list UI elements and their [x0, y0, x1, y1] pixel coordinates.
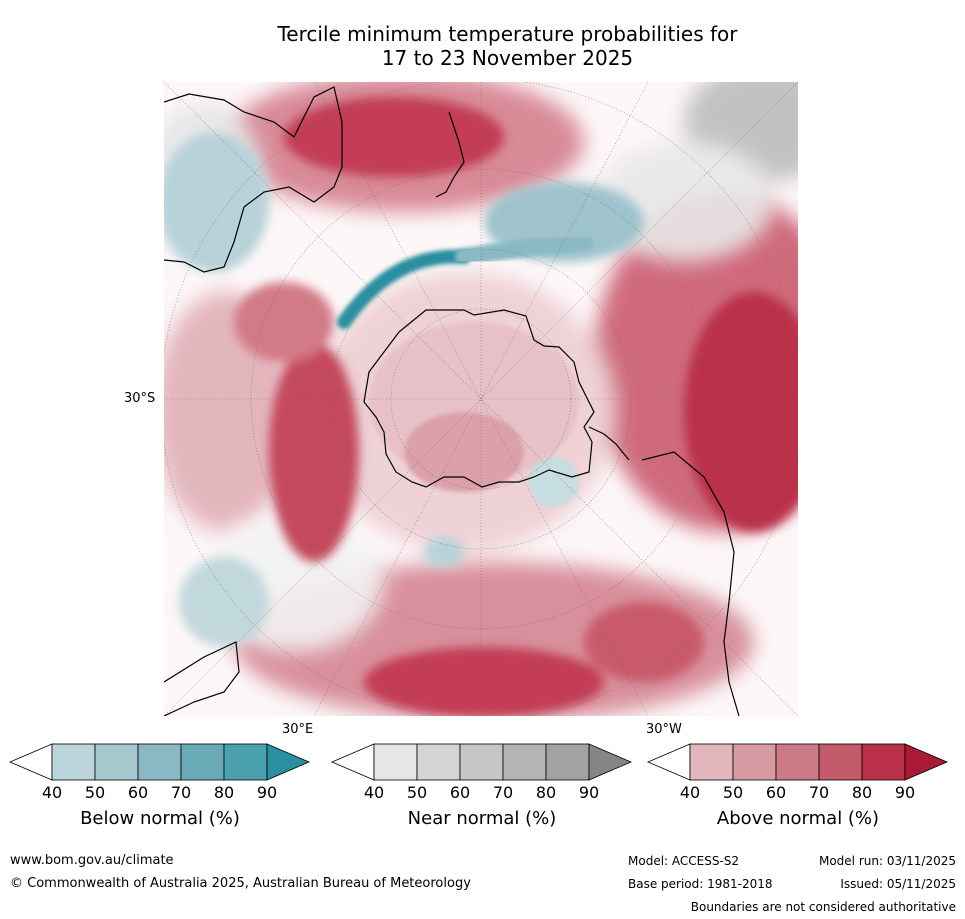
- near-bin-70-80: [502, 743, 547, 781]
- title-line-1: Tercile minimum temperature probabilitie…: [277, 22, 738, 46]
- above-tick: 50: [722, 783, 744, 802]
- title-line-2: 17 to 23 November 2025: [381, 46, 634, 70]
- below-extend-high: [266, 743, 311, 781]
- above-bin-60-70: [775, 743, 820, 781]
- above-tick: 60: [765, 783, 787, 802]
- above-tick: 90: [894, 783, 916, 802]
- antarctic-peninsula: [588, 426, 630, 461]
- copyright-text: © Commonwealth of Australia 2025, Austra…: [10, 876, 471, 891]
- issued-date: Issued: 05/11/2025: [840, 877, 956, 891]
- above-tick: 80: [851, 783, 873, 802]
- below-tick: 60: [127, 783, 149, 802]
- colorbar-below-normal: [8, 743, 311, 781]
- above-extend-high: [904, 743, 949, 781]
- near-tick: 60: [449, 783, 471, 802]
- above-bin-70-80: [818, 743, 863, 781]
- above-bin-50-60: [732, 743, 777, 781]
- above-tick: 40: [679, 783, 701, 802]
- above-normal-title: Above normal (%): [716, 808, 880, 829]
- near-extend-low: [330, 743, 375, 781]
- south-america-coast: [641, 451, 740, 716]
- below-bin-70-80: [180, 743, 225, 781]
- coastlines: [164, 86, 740, 716]
- below-bin-60-70: [137, 743, 182, 781]
- longitude-label-east: 30°E: [282, 722, 314, 737]
- above-tick: 70: [808, 783, 830, 802]
- below-tick: 70: [170, 783, 192, 802]
- below-tick: 90: [256, 783, 278, 802]
- near-tick: 80: [535, 783, 557, 802]
- below-tick: 80: [213, 783, 235, 802]
- model-run-date: Model run: 03/11/2025: [818, 854, 956, 868]
- near-bin-40-50: [373, 743, 418, 781]
- below-tick: 50: [84, 783, 106, 802]
- below-bin-40-50: [51, 743, 96, 781]
- above-extend-low: [646, 743, 691, 781]
- map-canvas: [164, 82, 798, 716]
- below-bin-80-90: [223, 743, 268, 781]
- near-bin-60-70: [459, 743, 504, 781]
- near-extend-high: [588, 743, 633, 781]
- above-bin-80-90: [861, 743, 906, 781]
- near-tick: 50: [406, 783, 428, 802]
- colorbar-above-normal: [646, 743, 949, 781]
- colorbar-near-normal: [330, 743, 633, 781]
- near-bin-50-60: [416, 743, 461, 781]
- near-normal-title: Near normal (%): [407, 808, 557, 829]
- colorbar-below-svg: [8, 743, 311, 781]
- website-link[interactable]: www.bom.gov.au/climate: [10, 853, 174, 868]
- antarctica-coast: [363, 309, 595, 488]
- below-tick: 40: [41, 783, 63, 802]
- near-tick: 40: [363, 783, 385, 802]
- disclaimer-text: Boundaries are not considered authoritat…: [690, 900, 956, 914]
- colorbar-above-svg: [646, 743, 949, 781]
- chart-title: Tercile minimum temperature probabilitie…: [210, 22, 805, 70]
- below-bin-50-60: [94, 743, 139, 781]
- probability-map: [164, 82, 798, 716]
- colorbar-near-svg: [330, 743, 633, 781]
- graticule: [164, 82, 798, 716]
- new-zealand-coast: [435, 111, 465, 198]
- base-period: Base period: 1981-2018: [628, 877, 773, 891]
- model-name: Model: ACCESS-S2: [628, 854, 740, 868]
- latitude-label: 30°S: [124, 391, 156, 406]
- near-tick: 70: [492, 783, 514, 802]
- below-extend-low: [8, 743, 53, 781]
- near-tick: 90: [578, 783, 600, 802]
- near-bin-80-90: [545, 743, 590, 781]
- longitude-label-west: 30°W: [646, 722, 682, 737]
- africa-coast: [164, 641, 240, 716]
- below-normal-title: Below normal (%): [80, 808, 240, 829]
- australia-coast: [164, 86, 343, 273]
- above-bin-40-50: [689, 743, 734, 781]
